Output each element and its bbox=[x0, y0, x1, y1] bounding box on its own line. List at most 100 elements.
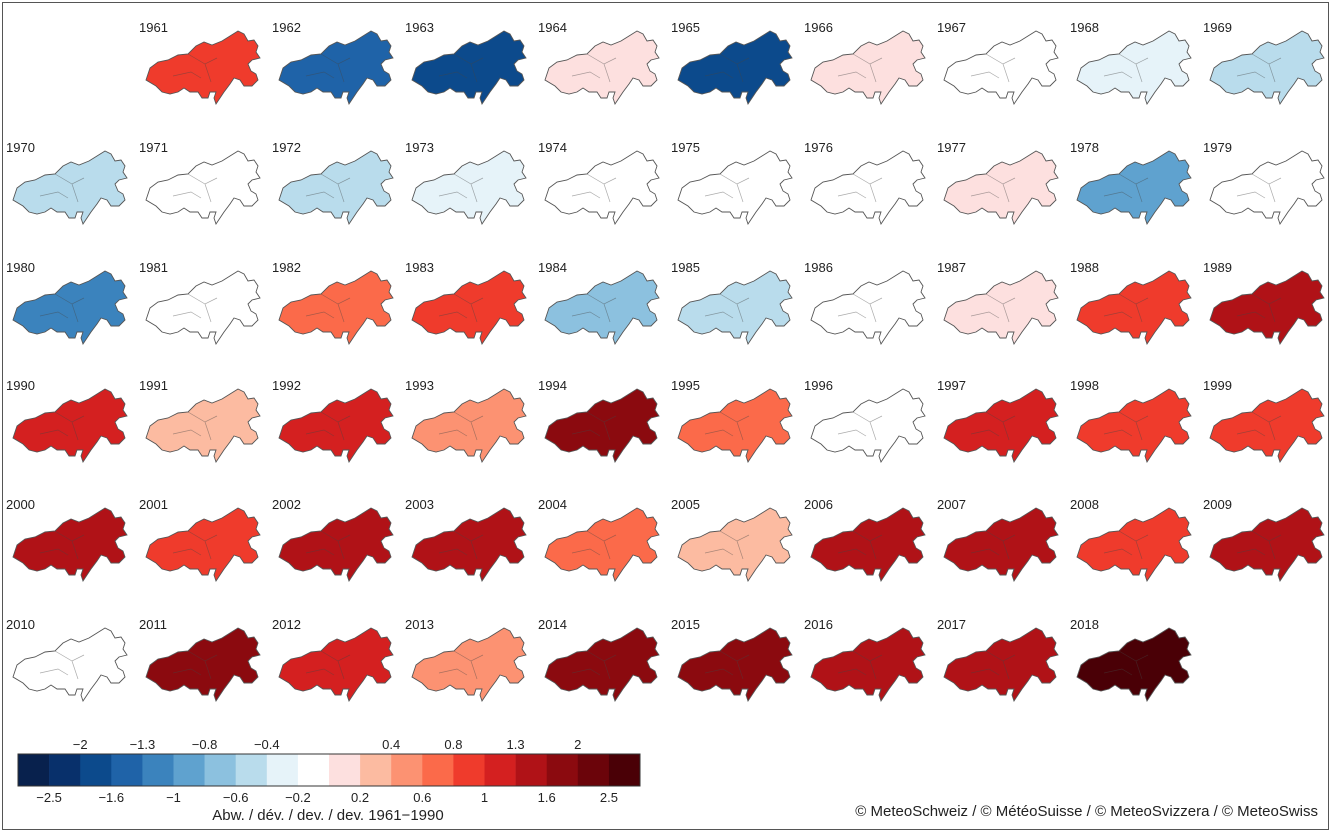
switzerland-map-shape bbox=[145, 388, 261, 463]
map-2017: 2017 bbox=[937, 617, 1059, 702]
region-borders bbox=[704, 411, 750, 441]
map-1978: 1978 bbox=[1070, 140, 1192, 225]
map-2006: 2006 bbox=[804, 497, 926, 582]
region-borders bbox=[39, 530, 85, 560]
legend-bottom-tick: 0.2 bbox=[351, 790, 369, 805]
switzerland-map-shape bbox=[1209, 30, 1325, 105]
switzerland-map-shape bbox=[544, 270, 660, 345]
map-1972: 1972 bbox=[272, 140, 394, 225]
region-borders bbox=[837, 650, 883, 680]
legend-swatch bbox=[204, 754, 236, 786]
map-2014: 2014 bbox=[538, 617, 660, 702]
legend-swatch bbox=[391, 754, 423, 786]
region-borders bbox=[970, 293, 1016, 323]
legend-swatch bbox=[266, 754, 299, 786]
region-borders bbox=[837, 530, 883, 560]
switzerland-map-shape bbox=[1209, 388, 1325, 463]
legend-swatch bbox=[453, 754, 485, 786]
region-borders bbox=[438, 650, 484, 680]
switzerland-map-shape bbox=[411, 507, 527, 582]
switzerland-map-shape bbox=[1209, 507, 1325, 582]
legend-bottom-tick: −0.6 bbox=[223, 790, 249, 805]
switzerland-map-shape bbox=[1076, 30, 1192, 105]
region-borders bbox=[1103, 530, 1149, 560]
year-label: 2013 bbox=[405, 617, 434, 632]
year-label: 1968 bbox=[1070, 20, 1099, 35]
switzerland-map-shape bbox=[145, 627, 261, 702]
legend-swatch bbox=[329, 754, 361, 786]
year-label: 2009 bbox=[1203, 497, 1232, 512]
region-borders bbox=[438, 411, 484, 441]
legend-swatch bbox=[515, 754, 547, 786]
legend-top-tick: −2 bbox=[73, 737, 88, 752]
year-label: 2018 bbox=[1070, 617, 1099, 632]
switzerland-map-shape bbox=[12, 150, 128, 225]
map-2011: 2011 bbox=[139, 617, 261, 702]
year-label: 1971 bbox=[139, 140, 168, 155]
switzerland-map-shape bbox=[810, 270, 926, 345]
region-borders bbox=[571, 530, 617, 560]
switzerland-map-shape bbox=[278, 388, 394, 463]
year-label: 1994 bbox=[538, 378, 567, 393]
switzerland-map-shape bbox=[1076, 270, 1192, 345]
year-label: 1974 bbox=[538, 140, 567, 155]
year-label: 1966 bbox=[804, 20, 833, 35]
map-1986: 1986 bbox=[804, 260, 926, 345]
map-1998: 1998 bbox=[1070, 378, 1192, 463]
map-1982: 1982 bbox=[272, 260, 394, 345]
legend-caption: Abw. / dév. / dev. / dev. 1961−1990 bbox=[212, 807, 443, 824]
year-label: 1964 bbox=[538, 20, 567, 35]
switzerland-map-shape bbox=[278, 627, 394, 702]
region-borders bbox=[1236, 173, 1282, 203]
switzerland-map-shape bbox=[411, 30, 527, 105]
copyright-text: © MeteoSchweiz / © MétéoSuisse / © Meteo… bbox=[855, 803, 1318, 820]
year-label: 2006 bbox=[804, 497, 833, 512]
year-label: 2012 bbox=[272, 617, 301, 632]
legend-swatch bbox=[546, 754, 579, 786]
region-borders bbox=[438, 293, 484, 323]
year-label: 2015 bbox=[671, 617, 700, 632]
map-1990: 1990 bbox=[6, 378, 128, 463]
region-borders bbox=[172, 411, 218, 441]
switzerland-map-shape bbox=[12, 507, 128, 582]
map-1977: 1977 bbox=[937, 140, 1059, 225]
year-label: 1983 bbox=[405, 260, 434, 275]
year-label: 1984 bbox=[538, 260, 567, 275]
map-2003: 2003 bbox=[405, 497, 527, 582]
map-2008: 2008 bbox=[1070, 497, 1192, 582]
region-borders bbox=[172, 293, 218, 323]
year-label: 1986 bbox=[804, 260, 833, 275]
year-label: 1980 bbox=[6, 260, 35, 275]
region-borders bbox=[704, 293, 750, 323]
map-2007: 2007 bbox=[937, 497, 1059, 582]
switzerland-map-shape bbox=[943, 388, 1059, 463]
switzerland-map-shape bbox=[677, 270, 793, 345]
map-1974: 1974 bbox=[538, 140, 660, 225]
switzerland-map-shape bbox=[411, 627, 527, 702]
year-label: 1970 bbox=[6, 140, 35, 155]
legend-swatch bbox=[111, 754, 143, 786]
map-1969: 1969 bbox=[1203, 20, 1325, 105]
map-2018: 2018 bbox=[1070, 617, 1192, 702]
switzerland-map-shape bbox=[145, 507, 261, 582]
region-borders bbox=[1236, 530, 1282, 560]
switzerland-map-shape bbox=[278, 507, 394, 582]
year-label: 1969 bbox=[1203, 20, 1232, 35]
map-2016: 2016 bbox=[804, 617, 926, 702]
switzerland-map-shape bbox=[411, 270, 527, 345]
map-1992: 1992 bbox=[272, 378, 394, 463]
map-1985: 1985 bbox=[671, 260, 793, 345]
legend-swatch bbox=[422, 754, 454, 786]
map-2012: 2012 bbox=[272, 617, 394, 702]
year-label: 1996 bbox=[804, 378, 833, 393]
region-borders bbox=[1103, 173, 1149, 203]
switzerland-map-shape bbox=[544, 30, 660, 105]
switzerland-map-shape bbox=[810, 30, 926, 105]
map-1971: 1971 bbox=[139, 140, 261, 225]
year-label: 1975 bbox=[671, 140, 700, 155]
region-borders bbox=[39, 411, 85, 441]
region-borders bbox=[1103, 53, 1149, 83]
switzerland-map-shape bbox=[544, 507, 660, 582]
region-borders bbox=[1103, 293, 1149, 323]
